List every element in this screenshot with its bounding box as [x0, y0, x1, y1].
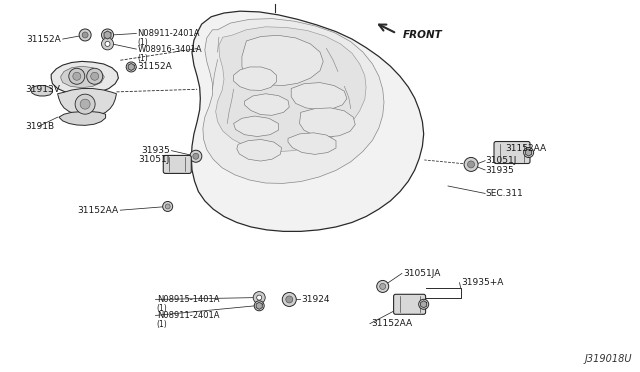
Text: 3191B: 3191B	[26, 122, 55, 131]
Text: W08916-3401A: W08916-3401A	[138, 45, 202, 54]
Circle shape	[126, 62, 136, 72]
Polygon shape	[234, 116, 278, 137]
Polygon shape	[191, 11, 424, 231]
Circle shape	[282, 292, 296, 307]
Circle shape	[79, 29, 91, 41]
Text: N08911-2401A: N08911-2401A	[157, 311, 220, 320]
Circle shape	[286, 296, 292, 303]
Text: 31152AA: 31152AA	[506, 144, 547, 153]
Text: (1): (1)	[157, 304, 168, 312]
Text: 31152A: 31152A	[138, 62, 172, 71]
Text: (1): (1)	[138, 38, 148, 47]
Text: N08911-2401A: N08911-2401A	[138, 29, 200, 38]
Text: 31051J: 31051J	[485, 156, 516, 165]
Circle shape	[102, 38, 113, 50]
Polygon shape	[525, 149, 532, 156]
Polygon shape	[104, 31, 111, 39]
Polygon shape	[61, 66, 104, 88]
Circle shape	[464, 157, 478, 171]
Text: 31152A: 31152A	[26, 35, 61, 44]
Polygon shape	[59, 112, 106, 125]
Polygon shape	[256, 302, 262, 309]
Polygon shape	[31, 86, 52, 96]
Circle shape	[165, 204, 170, 209]
Circle shape	[190, 150, 202, 162]
Circle shape	[82, 32, 88, 38]
Text: 31051JA: 31051JA	[403, 269, 440, 278]
Polygon shape	[242, 35, 323, 86]
Circle shape	[80, 99, 90, 109]
Circle shape	[105, 41, 110, 46]
Text: (1): (1)	[138, 54, 148, 63]
FancyBboxPatch shape	[394, 294, 426, 314]
Text: SEC.311: SEC.311	[485, 189, 523, 198]
Polygon shape	[288, 133, 336, 154]
Circle shape	[87, 68, 103, 84]
Circle shape	[257, 295, 262, 300]
Text: 31924: 31924	[301, 295, 330, 304]
Text: 31051J: 31051J	[138, 155, 170, 164]
Circle shape	[468, 161, 474, 168]
FancyBboxPatch shape	[494, 141, 530, 164]
Polygon shape	[244, 94, 289, 115]
Text: (1): (1)	[157, 320, 168, 329]
Polygon shape	[237, 140, 282, 161]
Circle shape	[254, 301, 264, 311]
Circle shape	[75, 94, 95, 114]
Circle shape	[102, 29, 113, 41]
Circle shape	[524, 148, 534, 157]
Text: N08915-1401A: N08915-1401A	[157, 295, 220, 304]
Text: 31152AA: 31152AA	[371, 319, 412, 328]
FancyBboxPatch shape	[163, 155, 191, 173]
Polygon shape	[203, 19, 384, 183]
Circle shape	[91, 72, 99, 80]
Polygon shape	[420, 301, 427, 308]
Polygon shape	[51, 61, 118, 94]
Text: J319018U: J319018U	[584, 354, 632, 364]
Text: 31913V: 31913V	[26, 85, 60, 94]
Polygon shape	[128, 64, 134, 70]
Circle shape	[163, 202, 173, 211]
Text: 31935: 31935	[485, 166, 514, 174]
Text: FRONT: FRONT	[403, 31, 443, 40]
Polygon shape	[58, 89, 116, 116]
Circle shape	[419, 299, 429, 309]
Polygon shape	[291, 83, 347, 110]
Circle shape	[193, 153, 199, 159]
Text: 31935+A: 31935+A	[461, 278, 503, 287]
Polygon shape	[300, 108, 355, 137]
Text: 31152AA: 31152AA	[77, 206, 118, 215]
Circle shape	[253, 292, 265, 304]
Circle shape	[69, 68, 85, 84]
Circle shape	[377, 280, 388, 292]
Circle shape	[380, 283, 386, 289]
Polygon shape	[216, 27, 366, 152]
Text: 31935: 31935	[141, 146, 170, 155]
Polygon shape	[234, 67, 276, 90]
Circle shape	[73, 72, 81, 80]
